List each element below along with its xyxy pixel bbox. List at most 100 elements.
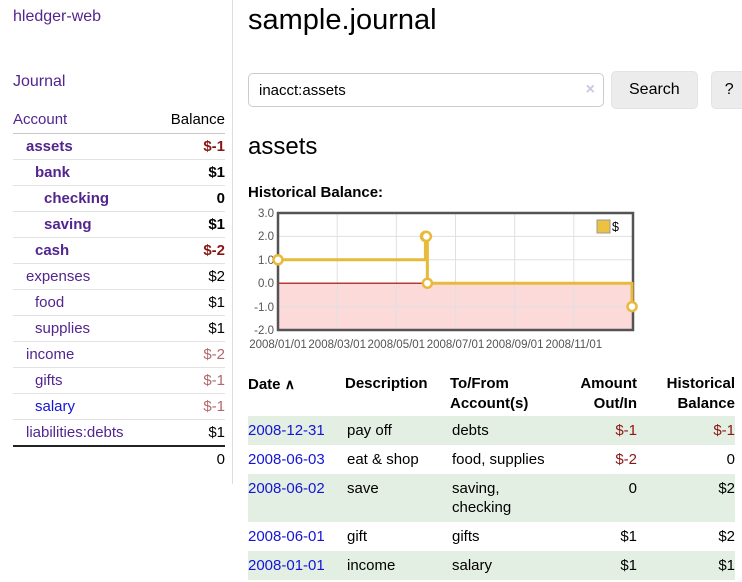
- account-link[interactable]: income: [26, 346, 75, 363]
- account-row: salary $-1: [13, 393, 225, 420]
- register-balance: $2: [718, 480, 735, 497]
- account-link[interactable]: bank: [35, 164, 71, 181]
- register-accounts: salary: [452, 557, 493, 574]
- register-row: 2008-01-01 income salary $1 $1: [248, 551, 735, 580]
- description-column-header: Description: [345, 375, 428, 392]
- sidebar-item-journal[interactable]: Journal: [13, 73, 66, 90]
- register-description: income: [347, 557, 396, 574]
- x-tick-label: 2008/11/01: [545, 339, 602, 351]
- register-row: 2008-06-02 save saving, checking 0 $2: [248, 474, 735, 522]
- account-balance: $1: [208, 424, 225, 441]
- account-row: cash $-2: [13, 237, 225, 264]
- balance-column-header: Balance: [155, 108, 225, 134]
- data-point-marker: [272, 254, 284, 266]
- data-point-marker: [420, 230, 433, 243]
- register-amount: $-1: [615, 422, 637, 439]
- account-row: checking 0: [13, 185, 225, 212]
- search-form: × Search ?: [248, 71, 742, 109]
- account-balance: $2: [155, 263, 225, 290]
- account-balance: $1: [155, 159, 225, 186]
- register-accounts: debts: [452, 422, 489, 439]
- balance-series: [272, 230, 638, 313]
- y-tick-label: 3.0: [258, 208, 274, 220]
- account-link[interactable]: supplies: [35, 320, 91, 337]
- account-balance: $-2: [155, 341, 225, 368]
- account-row: gifts $-1: [13, 367, 225, 394]
- account-balance: $1: [155, 289, 225, 316]
- balance-column-header-register: Historical Balance: [666, 375, 735, 412]
- register-amount: $-2: [615, 451, 637, 468]
- register-amount: 0: [628, 480, 637, 497]
- help-button[interactable]: ?: [710, 71, 742, 109]
- register-amount: $1: [620, 557, 637, 574]
- accounts-column-header: Account: [13, 108, 156, 134]
- main-content: sample.journal × Search ? assets Histori…: [233, 0, 742, 580]
- page-title: sample.journal: [248, 4, 437, 36]
- legend-label: $: [612, 220, 619, 234]
- legend-swatch: [596, 219, 611, 234]
- y-tick-label: 1.0: [258, 255, 274, 267]
- register-description: save: [347, 480, 379, 497]
- register-date-link[interactable]: 2008-06-02: [248, 480, 325, 497]
- register-balance: $1: [718, 557, 735, 574]
- register-date-link[interactable]: 2008-06-01: [248, 528, 325, 545]
- account-row: food $1: [13, 289, 225, 316]
- account-row: supplies $1: [13, 315, 225, 342]
- y-tick-label: 0.0: [258, 278, 274, 290]
- account-balance: $1: [155, 315, 225, 342]
- register-accounts: gifts: [452, 528, 480, 545]
- data-point-marker: [626, 300, 638, 313]
- account-link[interactable]: saving: [44, 216, 92, 233]
- plot-border: [276, 211, 635, 332]
- sort-ascending-icon: ∧: [284, 376, 295, 392]
- account-balance: $-1: [155, 393, 225, 420]
- tofrom-column-header: To/From Account(s): [450, 375, 529, 412]
- register-accounts: food, supplies: [452, 451, 545, 468]
- account-link[interactable]: salary: [35, 398, 76, 415]
- accounts-total-value: 0: [155, 445, 225, 472]
- account-link[interactable]: gifts: [35, 372, 63, 389]
- historical-balance-chart[interactable]: 3.0 2.0 1.0 0.0 -1.0 -2.0 $: [248, 207, 742, 357]
- data-point-marker: [421, 277, 434, 289]
- register-row: 2008-12-31 pay off debts $-1 $-1: [248, 416, 735, 445]
- register-row: 2008-06-03 eat & shop food, supplies $-2 0: [248, 445, 735, 474]
- account-link[interactable]: cash: [35, 242, 70, 259]
- register-date-link[interactable]: 2008-01-01: [248, 557, 325, 574]
- account-balance: $-2: [155, 237, 225, 264]
- account-balance: $-1: [155, 133, 225, 160]
- chart-section-label: Historical Balance:: [248, 184, 384, 201]
- register-balance: $-1: [713, 422, 735, 439]
- account-balance: $-1: [155, 367, 225, 394]
- register-table: Date ∧ Description To/From Account(s) Am…: [248, 372, 735, 580]
- register-balance: 0: [726, 451, 735, 468]
- account-row: liabilities:debts $1: [13, 420, 225, 447]
- account-balance: $1: [155, 211, 225, 238]
- register-date-link[interactable]: 2008-06-03: [248, 451, 325, 468]
- app-title-link[interactable]: hledger-web: [13, 8, 102, 25]
- account-link[interactable]: checking: [44, 190, 110, 207]
- account-balance: 0: [155, 185, 225, 212]
- y-tick-label: -1.0: [254, 302, 274, 314]
- x-tick-label: 2008/09/01: [486, 339, 544, 351]
- x-tick-label: 2008/07/01: [427, 339, 485, 351]
- chart-legend: $: [596, 219, 619, 234]
- sidebar: hledger-web Journal Account Balance asse…: [0, 0, 233, 484]
- register-description: pay off: [347, 422, 392, 439]
- account-heading: assets: [248, 133, 318, 160]
- search-button[interactable]: Search: [611, 71, 698, 109]
- register-row: 2008-06-01 gift gifts $1 $2: [248, 522, 735, 551]
- y-tick-label: 2.0: [258, 231, 274, 243]
- clear-search-icon[interactable]: ×: [585, 81, 595, 98]
- search-input[interactable]: [248, 73, 604, 107]
- amount-column-header: Amount Out/In: [580, 375, 637, 412]
- account-link[interactable]: expenses: [26, 268, 91, 285]
- account-link[interactable]: food: [35, 294, 65, 311]
- y-tick-label: -2.0: [254, 325, 274, 337]
- register-description: eat & shop: [347, 451, 419, 468]
- account-link[interactable]: assets: [26, 138, 73, 155]
- x-tick-label: 2008/05/01: [368, 339, 426, 351]
- register-date-link[interactable]: 2008-12-31: [248, 422, 325, 439]
- account-link[interactable]: liabilities:debts: [26, 424, 124, 441]
- date-column-header[interactable]: Date ∧: [248, 376, 295, 393]
- register-description: gift: [347, 528, 368, 545]
